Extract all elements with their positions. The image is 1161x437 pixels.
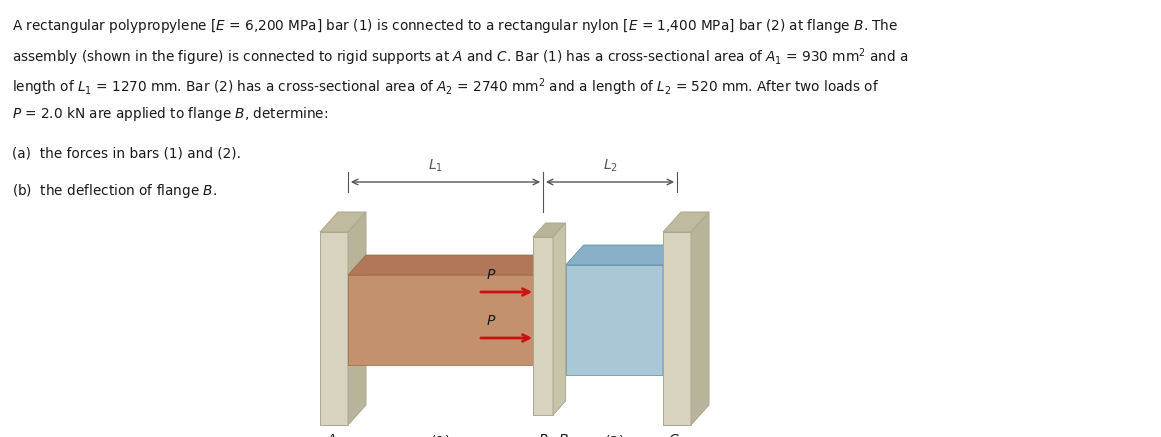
Text: $P$: $P$ — [486, 314, 497, 328]
Text: (a)  the forces in bars (1) and (2).: (a) the forces in bars (1) and (2). — [12, 147, 241, 161]
Bar — [663, 232, 691, 425]
Text: $(1)$: $(1)$ — [431, 433, 450, 437]
Polygon shape — [348, 212, 366, 425]
Bar — [533, 237, 553, 415]
Text: $P$ = 2.0 kN are applied to flange $B$, determine:: $P$ = 2.0 kN are applied to flange $B$, … — [12, 105, 329, 124]
Text: A rectangular polypropylene [$E$ = 6,200 MPa] bar (1) is connected to a rectangu: A rectangular polypropylene [$E$ = 6,200… — [12, 17, 899, 35]
Text: $A$: $A$ — [325, 433, 337, 437]
Text: assembly (shown in the figure) is connected to rigid supports at $A$ and $C$. Ba: assembly (shown in the figure) is connec… — [12, 46, 908, 68]
Text: $L_1$: $L_1$ — [428, 158, 444, 174]
Polygon shape — [553, 223, 565, 415]
Polygon shape — [348, 255, 551, 275]
Text: $P$: $P$ — [538, 433, 548, 437]
Polygon shape — [320, 212, 366, 232]
Polygon shape — [663, 212, 709, 232]
Polygon shape — [663, 245, 682, 375]
Polygon shape — [565, 245, 682, 265]
Text: (b)  the deflection of flange $B$.: (b) the deflection of flange $B$. — [12, 182, 217, 200]
Text: $L_2$: $L_2$ — [603, 158, 618, 174]
Polygon shape — [691, 212, 709, 425]
Bar — [320, 232, 348, 425]
Text: $(2)$: $(2)$ — [604, 433, 625, 437]
Bar — [565, 265, 663, 375]
Bar — [348, 275, 533, 365]
Text: length of $L_1$ = 1270 mm. Bar (2) has a cross-sectional area of $A_2$ = 2740 mm: length of $L_1$ = 1270 mm. Bar (2) has a… — [12, 76, 879, 97]
Text: $C$: $C$ — [669, 433, 680, 437]
Text: $B$: $B$ — [558, 433, 569, 437]
Polygon shape — [533, 223, 565, 237]
Text: $P$: $P$ — [486, 268, 497, 282]
